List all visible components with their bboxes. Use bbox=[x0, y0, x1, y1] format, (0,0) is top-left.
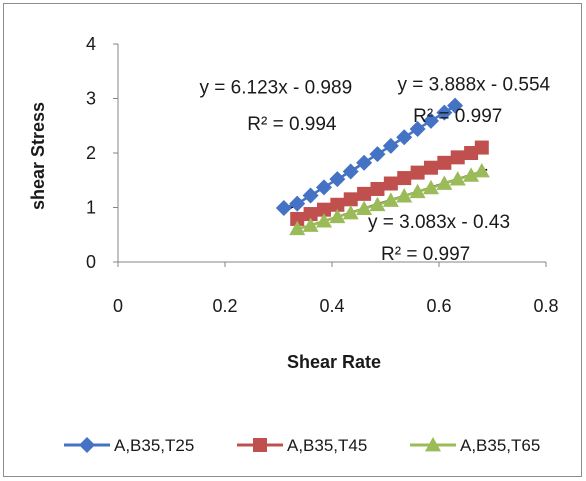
data-point bbox=[369, 146, 386, 163]
data-point bbox=[290, 211, 305, 226]
data-point bbox=[329, 208, 346, 224]
y-tick-label: 1 bbox=[86, 198, 96, 218]
data-point bbox=[343, 192, 358, 207]
trendline-label: R² = 0.997 bbox=[413, 106, 502, 127]
data-point bbox=[357, 186, 372, 201]
data-point bbox=[447, 97, 464, 114]
data-point bbox=[396, 188, 413, 203]
scatter-chart: 0 0.2 0.4 0.6 0.8 0 1 2 3 4 shear Stress Shear Ra… bbox=[28, 34, 559, 455]
x-tick-label: 0.2 bbox=[212, 296, 237, 316]
x-axis-title: Shear Rate bbox=[287, 352, 381, 372]
x-tick-label: 0 bbox=[113, 296, 123, 316]
trendline-label: R² = 0.994 bbox=[247, 114, 337, 135]
legend: A,B35,T25 A,B35,T45 A,B35,T65 bbox=[64, 436, 540, 455]
legend-label: A,B35,T25 bbox=[114, 436, 194, 455]
data-point bbox=[356, 200, 373, 215]
data-point bbox=[397, 171, 412, 186]
data-point bbox=[302, 217, 319, 232]
y-tick-label: 3 bbox=[86, 89, 96, 109]
x-tick-label: 0.4 bbox=[319, 296, 344, 316]
data-point bbox=[449, 171, 466, 186]
data-point bbox=[289, 195, 306, 212]
legend-marker bbox=[79, 437, 95, 453]
data-point bbox=[396, 129, 413, 146]
data-point bbox=[474, 140, 489, 155]
y-tick-label: 4 bbox=[86, 34, 96, 54]
data-point bbox=[436, 175, 453, 190]
data-point bbox=[409, 121, 426, 138]
data-point bbox=[423, 160, 438, 175]
data-point bbox=[342, 163, 359, 180]
data-point bbox=[370, 181, 385, 196]
data-point bbox=[356, 154, 373, 171]
legend-marker bbox=[253, 438, 267, 452]
data-point bbox=[302, 187, 319, 204]
data-point bbox=[422, 179, 439, 195]
data-point bbox=[463, 167, 480, 182]
data-point bbox=[315, 179, 332, 196]
legend-label: A,B35,T65 bbox=[460, 436, 540, 455]
data-point bbox=[422, 112, 439, 129]
data-point bbox=[409, 183, 426, 199]
data-point bbox=[316, 202, 331, 217]
data-point bbox=[382, 137, 399, 154]
data-point bbox=[315, 213, 332, 228]
y-axis-title: shear Stress bbox=[28, 102, 48, 210]
legend-marker bbox=[425, 437, 441, 452]
x-tick-label: 0.6 bbox=[426, 296, 451, 316]
data-point bbox=[383, 176, 398, 191]
chart-frame: 0 0.2 0.4 0.6 0.8 0 1 2 3 4 shear Stress Shear Ra… bbox=[3, 3, 582, 477]
data-point bbox=[330, 197, 345, 212]
data-point bbox=[464, 146, 479, 160]
data-point bbox=[437, 155, 452, 170]
x-tick-label: 0.8 bbox=[533, 296, 558, 316]
data-point bbox=[450, 150, 465, 165]
data-point bbox=[289, 220, 306, 236]
data-point bbox=[369, 196, 386, 212]
y-tick-label: 0 bbox=[86, 252, 96, 272]
data-point bbox=[329, 171, 346, 188]
data-point bbox=[436, 104, 453, 121]
data-point bbox=[473, 162, 490, 178]
data-point bbox=[342, 204, 359, 220]
trendline-label: y = 3.888x - 0.554 bbox=[397, 74, 550, 95]
data-point bbox=[275, 200, 292, 217]
trendline-label: y = 6.123x - 0.989 bbox=[200, 78, 353, 99]
data-point bbox=[303, 207, 318, 222]
data-point bbox=[382, 192, 399, 207]
legend-label: A,B35,T45 bbox=[287, 436, 367, 455]
trendline-label: R² = 0.997 bbox=[381, 244, 470, 265]
data-point bbox=[410, 165, 425, 180]
trendline-label: y = 3.083x - 0.43 bbox=[368, 212, 510, 233]
y-tick-label: 2 bbox=[86, 143, 96, 163]
